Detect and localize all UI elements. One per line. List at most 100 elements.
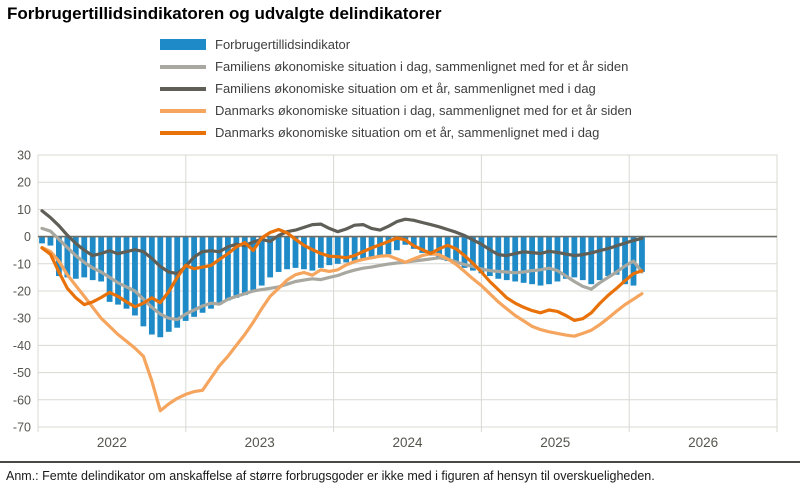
bar xyxy=(461,236,468,268)
bar xyxy=(563,236,569,279)
bar xyxy=(98,236,105,282)
bar xyxy=(208,236,214,309)
legend-swatch-line xyxy=(160,64,206,69)
y-axis-tick-label: 30 xyxy=(17,149,31,163)
bar xyxy=(470,236,476,271)
bar xyxy=(622,236,628,285)
y-axis-tick-label: 10 xyxy=(17,203,31,217)
bar xyxy=(233,236,240,298)
bar xyxy=(478,236,485,274)
legend-swatch-bar xyxy=(160,39,206,50)
y-axis-tick-label: -70 xyxy=(13,421,31,435)
bar xyxy=(326,236,333,266)
bar xyxy=(546,236,552,285)
plot-border xyxy=(37,154,778,428)
y-axis-tick-label: -20 xyxy=(13,285,31,299)
y-axis-tick-label: -40 xyxy=(13,339,31,353)
bar xyxy=(503,236,510,281)
bar xyxy=(529,236,535,285)
bar xyxy=(258,236,265,286)
y-axis-tick-label: -50 xyxy=(13,366,31,380)
bar xyxy=(292,236,299,268)
bar xyxy=(39,236,45,244)
legend-item: Danmarks økonomiske situation om et år, … xyxy=(160,124,632,141)
bar xyxy=(157,236,164,338)
bar xyxy=(140,236,147,327)
bar xyxy=(520,236,527,283)
legend-swatch-line xyxy=(160,108,206,113)
bar xyxy=(191,236,197,317)
bar xyxy=(579,236,586,281)
bar xyxy=(427,236,434,256)
bar xyxy=(250,236,257,291)
bar xyxy=(394,236,400,251)
bar xyxy=(410,236,417,249)
x-axis-year-label: 2025 xyxy=(540,435,570,450)
legend-item: Danmarks økonomiske situation i dag, sam… xyxy=(160,102,632,119)
legend-item: Familiens økonomiske situation i dag, sa… xyxy=(160,58,632,75)
legend: Forbrugertillidsindikator Familiens økono… xyxy=(160,36,632,141)
bar xyxy=(284,236,290,270)
bar xyxy=(554,236,561,282)
bar xyxy=(241,236,248,296)
bar xyxy=(419,236,426,253)
bar xyxy=(216,236,223,305)
legend-item: Familiens økonomiske situation om et år,… xyxy=(160,80,632,97)
footnote: Anm.: Femte delindikator om anskaffelse … xyxy=(6,469,655,483)
bar xyxy=(199,236,206,313)
bar xyxy=(56,236,62,277)
y-axis-tick-label: 20 xyxy=(17,176,31,190)
legend-label: Danmarks økonomiske situation om et år, … xyxy=(215,125,600,140)
x-axis-year-label: 2026 xyxy=(688,435,718,450)
y-axis-tick-label: 0 xyxy=(24,230,31,244)
bar xyxy=(174,236,181,328)
bar xyxy=(81,236,88,278)
bar xyxy=(596,236,603,281)
bar xyxy=(64,236,71,278)
legend-label: Familiens økonomiske situation i dag, sa… xyxy=(215,59,629,74)
bar xyxy=(444,236,451,262)
bar xyxy=(385,236,392,255)
bar xyxy=(309,236,316,271)
bar xyxy=(512,236,519,282)
x-axis-year-label: 2023 xyxy=(245,435,275,450)
legend-label: Danmarks økonomiske situation i dag, sam… xyxy=(215,103,632,118)
line-series xyxy=(40,245,644,413)
y-axis-tick-label: -10 xyxy=(13,257,31,271)
bar xyxy=(301,236,307,270)
bar xyxy=(132,236,138,316)
bar xyxy=(377,236,383,257)
footer-divider xyxy=(0,461,800,463)
bar xyxy=(148,236,155,335)
bar xyxy=(351,236,358,262)
bar xyxy=(72,236,79,279)
bar xyxy=(275,236,282,272)
bar xyxy=(89,236,96,281)
legend-swatch-line xyxy=(160,130,206,135)
legend-label: Familiens økonomiske situation om et år,… xyxy=(215,81,596,96)
bar xyxy=(123,236,130,309)
bar xyxy=(639,236,645,272)
x-axis-year-label: 2022 xyxy=(97,435,127,450)
bar xyxy=(486,236,493,277)
line-series xyxy=(40,209,644,276)
bar xyxy=(588,236,595,285)
bar xyxy=(613,236,620,275)
bar xyxy=(343,236,350,263)
bar xyxy=(605,236,612,277)
legend-label: Forbrugertillidsindikator xyxy=(215,37,351,52)
bar xyxy=(165,236,172,332)
bar xyxy=(115,236,121,305)
bar xyxy=(537,236,544,286)
y-axis-tick-label: -60 xyxy=(13,393,31,407)
bar xyxy=(267,236,274,278)
x-axis-year-label: 2024 xyxy=(392,435,423,450)
bar xyxy=(182,236,189,321)
bar xyxy=(334,236,341,264)
bar xyxy=(360,236,366,260)
legend-item: Forbrugertillidsindikator xyxy=(160,36,632,53)
bar xyxy=(47,236,54,246)
chart-title: Forbrugertillidsindikatoren og udvalgte … xyxy=(7,4,442,23)
line-series xyxy=(40,227,644,322)
